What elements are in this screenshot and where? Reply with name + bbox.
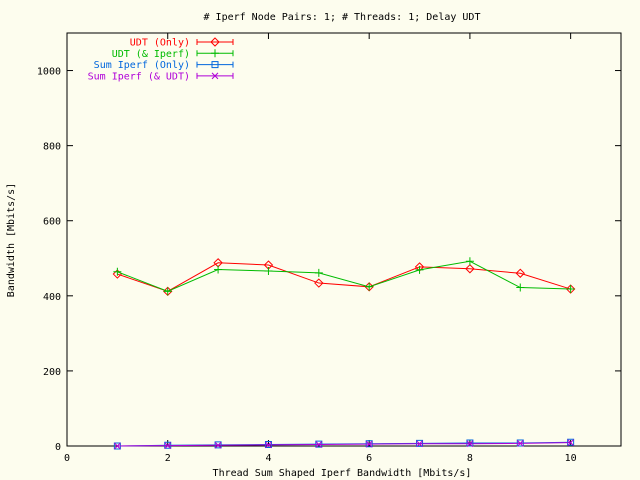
series-layer [112,257,576,450]
x-tick-label: 4 [265,453,271,464]
series-line [117,260,571,292]
legend: UDT (Only)UDT (& Iperf)Sum Iperf (Only)S… [88,37,234,82]
diamond-marker [314,278,324,288]
square-marker [211,61,219,69]
cross-marker [365,440,373,448]
cross-marker [516,440,524,447]
cross-marker [416,440,423,448]
x-tick-label: 0 [64,453,70,464]
cross-marker [211,72,219,80]
chart-title: # Iperf Node Pairs: 1; # Threads: 1; Del… [204,12,481,23]
cross-marker [567,439,574,446]
x-tick-label: 6 [366,453,372,464]
plus-marker [566,285,575,294]
cross-marker [265,441,272,449]
cross-marker [164,442,172,449]
plus-marker [113,267,122,276]
plus-marker [365,282,374,291]
plus-marker [415,265,424,274]
plus-marker [465,257,474,266]
x-tick-label: 2 [165,453,171,464]
series-line [117,442,571,447]
y-tick-label: 800 [43,142,61,153]
x-tick-label: 8 [467,453,473,464]
series-udt-only [112,258,576,297]
legend-label: Sum Iperf (Only) [94,60,190,71]
square-marker [466,439,474,447]
plus-marker [264,267,273,276]
series-sum-iperf-udt [114,439,574,450]
cross-marker [214,441,222,449]
plus-marker [214,265,223,274]
axis-ticks: 0 2 4 6 8 10 0 200 400 600 800 1000 [37,33,621,464]
legend-item: Sum Iperf (Only) [94,60,234,71]
y-tick-label: 200 [43,367,61,378]
plus-marker [516,283,525,292]
y-tick-label: 400 [43,292,61,303]
cross-marker [466,440,474,448]
plus-marker [314,268,323,277]
diamond-marker [515,268,525,278]
legend-item: UDT (& Iperf) [112,49,234,60]
plus-marker [163,287,172,296]
legend-label: UDT (Only) [130,38,190,49]
cross-marker [315,441,323,448]
legend-item: UDT (Only) [130,37,234,49]
x-tick-label: 10 [565,453,577,464]
y-tick-label: 600 [43,217,61,228]
plot-frame [66,32,622,447]
x-axis-label: Thread Sum Shaped Iperf Bandwidth [Mbits… [213,468,472,479]
series-line [117,262,571,292]
diamond-marker [465,264,475,274]
cross-marker [114,442,121,450]
legend-label: UDT (& Iperf) [112,49,190,60]
series-udt-iperf [113,257,575,296]
y-tick-label: 0 [55,442,61,453]
y-tick-label: 1000 [37,67,61,78]
plus-marker [211,49,219,58]
legend-label: Sum Iperf (& UDT) [88,71,190,82]
diamond-marker [210,37,220,47]
legend-item: Sum Iperf (& UDT) [88,71,234,82]
y-axis-label: Bandwidth [Mbits/s] [6,183,17,297]
